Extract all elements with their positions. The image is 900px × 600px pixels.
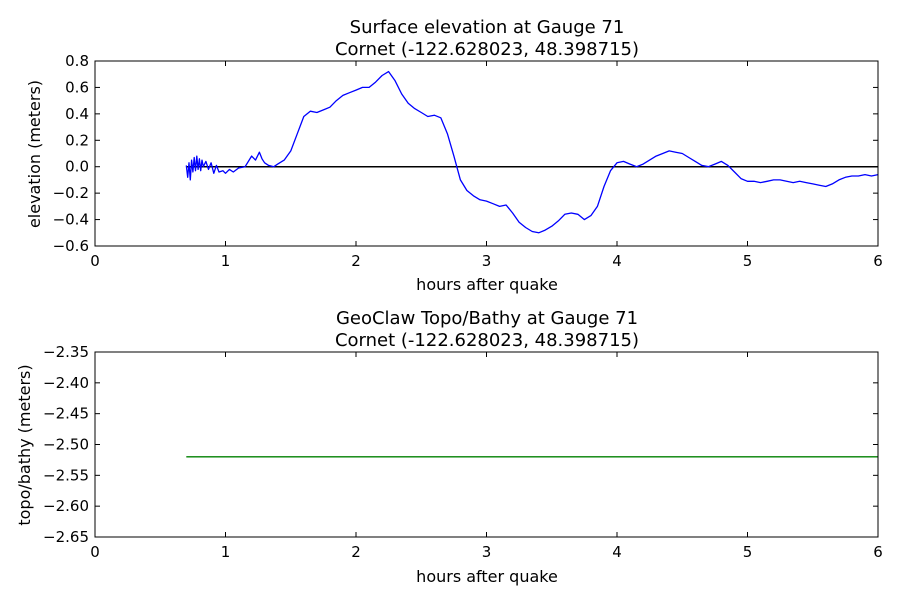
elevation-x-axis-label: hours after quake xyxy=(416,275,558,294)
elevation-ticks: 0 1 2 3 4 5 6 −0.6 −0.4 −0.2 0.0 0.2 0.4 0.6 0.8 xyxy=(53,52,883,270)
y-tick-label: −0.2 xyxy=(53,184,89,202)
y-tick-label: 0.0 xyxy=(65,158,89,176)
x-tick-label: 3 xyxy=(482,543,492,561)
y-tick-label: 0.2 xyxy=(65,131,89,149)
y-tick-label: −2.35 xyxy=(43,343,89,361)
x-tick-label: 1 xyxy=(221,252,231,270)
x-tick-label: 1 xyxy=(221,543,231,561)
elevation-plot-frame xyxy=(94,60,879,247)
topo-bathy-ticks: 0 1 2 3 4 5 6 −2.65 −2.60 −2.55 −2.50 −2.45 −2.40 −2.… xyxy=(43,343,883,561)
x-tick-label: 4 xyxy=(612,543,622,561)
x-tick-label: 0 xyxy=(90,543,100,561)
y-tick-label: 0.4 xyxy=(65,105,89,123)
topo-bathy-chart-title: GeoClaw Topo/Bathy at Gauge 71 xyxy=(336,308,638,329)
series-line xyxy=(185,70,879,234)
x-tick-label: 2 xyxy=(351,252,361,270)
y-tick-label: −2.50 xyxy=(43,436,89,454)
y-tick-label: 0.6 xyxy=(65,78,89,96)
y-tick-label: 0.8 xyxy=(65,52,89,70)
elevation-chart-title: Surface elevation at Gauge 71 xyxy=(350,17,625,38)
x-tick-label: 6 xyxy=(873,252,883,270)
x-tick-label: 4 xyxy=(612,252,622,270)
y-tick-label: −2.60 xyxy=(43,497,89,515)
x-tick-label: 5 xyxy=(743,252,753,270)
y-tick-label: −2.45 xyxy=(43,405,89,423)
elevation-chart-subtitle: Cornet (-122.628023, 48.398715) xyxy=(335,39,639,60)
topo-bathy-chart: GeoClaw Topo/Bathy at Gauge 71 Cornet (-… xyxy=(15,308,883,586)
y-tick-label: −2.55 xyxy=(43,466,89,484)
y-tick-label: −0.6 xyxy=(53,237,89,255)
x-tick-label: 0 xyxy=(90,252,100,270)
x-tick-label: 6 xyxy=(873,543,883,561)
elevation-chart: Surface elevation at Gauge 71 Cornet (-1… xyxy=(25,17,883,294)
y-tick-label: −0.4 xyxy=(53,211,89,229)
x-tick-label: 3 xyxy=(482,252,492,270)
y-tick-label: −2.40 xyxy=(43,374,89,392)
topo-bathy-chart-subtitle: Cornet (-122.628023, 48.398715) xyxy=(335,330,639,351)
x-tick-label: 5 xyxy=(743,543,753,561)
x-tick-label: 2 xyxy=(351,543,361,561)
y-tick-label: −2.65 xyxy=(43,528,89,546)
elevation-y-axis-label: elevation (meters) xyxy=(25,80,44,228)
topo-bathy-plot-frame xyxy=(94,351,879,538)
topo-bathy-y-axis-label: topo/bathy (meters) xyxy=(15,364,34,525)
elevation-marks xyxy=(185,70,879,234)
topo-bathy-x-axis-label: hours after quake xyxy=(416,567,558,586)
